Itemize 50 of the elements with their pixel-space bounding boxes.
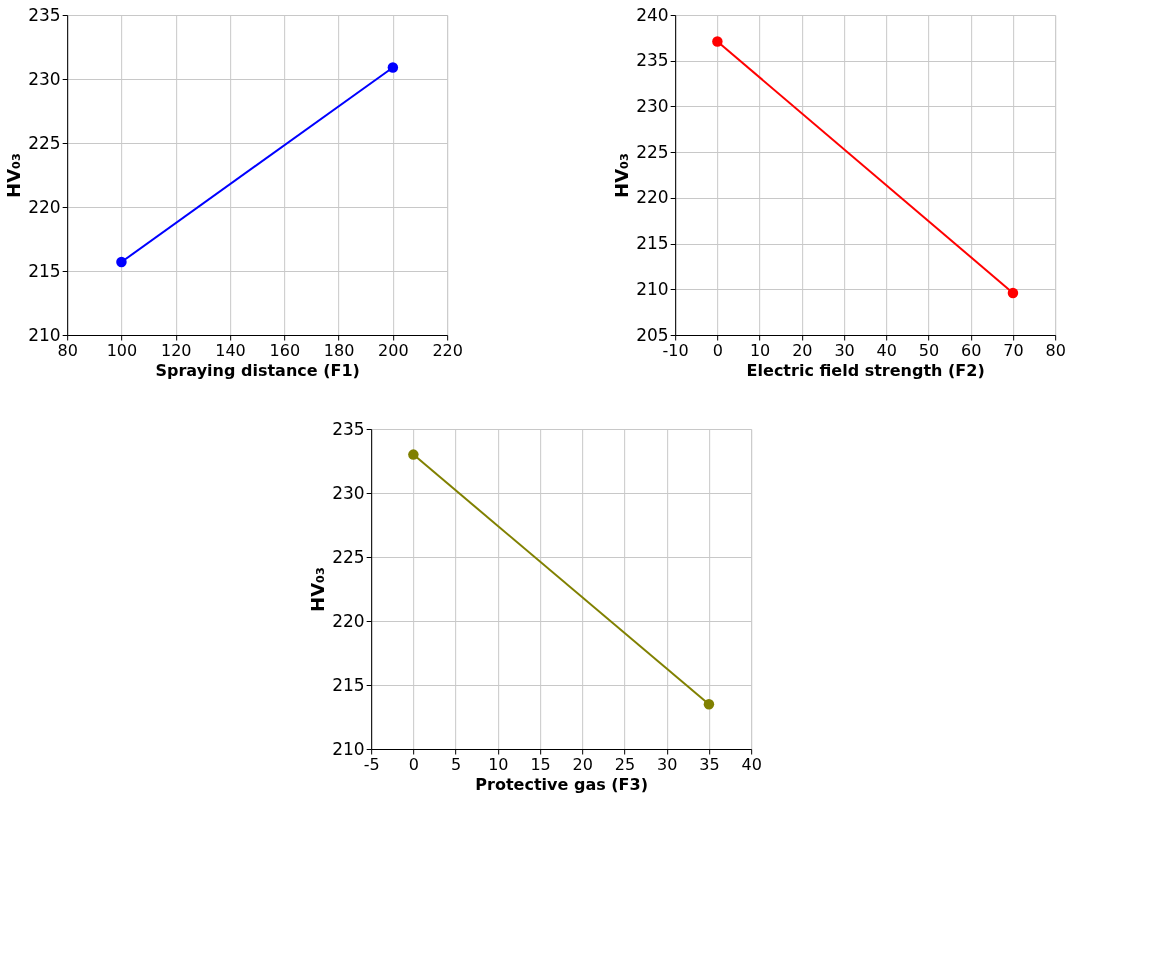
- x-tick-label: 40: [741, 754, 762, 774]
- y-axis-title: HV₀₃: [3, 153, 25, 198]
- x-tick-label: 180: [323, 340, 355, 360]
- x-tick-label: 15: [530, 754, 551, 774]
- y-tick-label: 225: [636, 141, 669, 162]
- x-axis-title: Electric field strength (F2): [746, 360, 985, 380]
- x-axis-title: Spraying distance (F1): [155, 360, 360, 380]
- y-tick-label: 215: [28, 260, 61, 281]
- x-tick-label: 120: [160, 340, 192, 360]
- y-tick-label: 220: [636, 187, 669, 208]
- x-tick-label: 40: [876, 340, 897, 360]
- x-tick-label: 20: [792, 340, 813, 360]
- x-tick-label: 5: [451, 754, 462, 774]
- x-tick-label: 60: [961, 340, 982, 360]
- y-tick-label: 215: [332, 674, 365, 695]
- x-tick-label: 25: [614, 754, 636, 774]
- x-tick-label: -5: [363, 754, 380, 774]
- x-axis-title: Protective gas (F3): [475, 774, 648, 794]
- y-tick-label: 210: [636, 278, 669, 299]
- x-tick-label: 100: [106, 340, 138, 360]
- y-tick-label: 230: [636, 95, 669, 116]
- x-tick-label: 30: [834, 340, 855, 360]
- y-tick-label: 220: [28, 196, 61, 217]
- y-tick-label: 235: [636, 50, 669, 71]
- y-tick-label: 230: [332, 482, 365, 503]
- x-tick-label: 200: [378, 340, 409, 360]
- x-tick-label: 0: [408, 754, 419, 774]
- x-tick-label: 35: [699, 754, 720, 774]
- x-tick-label: 10: [749, 340, 771, 360]
- y-axis-title: HV₀₃: [307, 567, 329, 612]
- x-tick-label: 70: [1003, 340, 1024, 360]
- y-tick-label: 220: [332, 610, 365, 631]
- y-tick-label: 210: [332, 738, 365, 759]
- x-tick-label: 10: [488, 754, 509, 774]
- x-tick-label: 140: [215, 340, 246, 360]
- y-tick-label: 240: [636, 4, 669, 25]
- y-tick-label: 225: [332, 546, 365, 567]
- x-tick-label: 30: [657, 754, 678, 774]
- y-tick-label: 225: [28, 132, 61, 153]
- x-tick-label: 80: [1045, 340, 1066, 360]
- x-tick-label: 160: [269, 340, 301, 360]
- x-tick-label: 0: [712, 340, 723, 360]
- x-tick-label: 220: [432, 340, 463, 360]
- x-tick-label: 50: [918, 340, 940, 360]
- y-tick-label: 235: [28, 4, 61, 25]
- y-axis-title: HV₀₃: [611, 153, 633, 198]
- y-tick-label: 235: [332, 418, 365, 439]
- y-tick-label: 230: [28, 68, 61, 89]
- y-tick-label: 215: [636, 233, 669, 254]
- x-tick-label: 20: [572, 754, 593, 774]
